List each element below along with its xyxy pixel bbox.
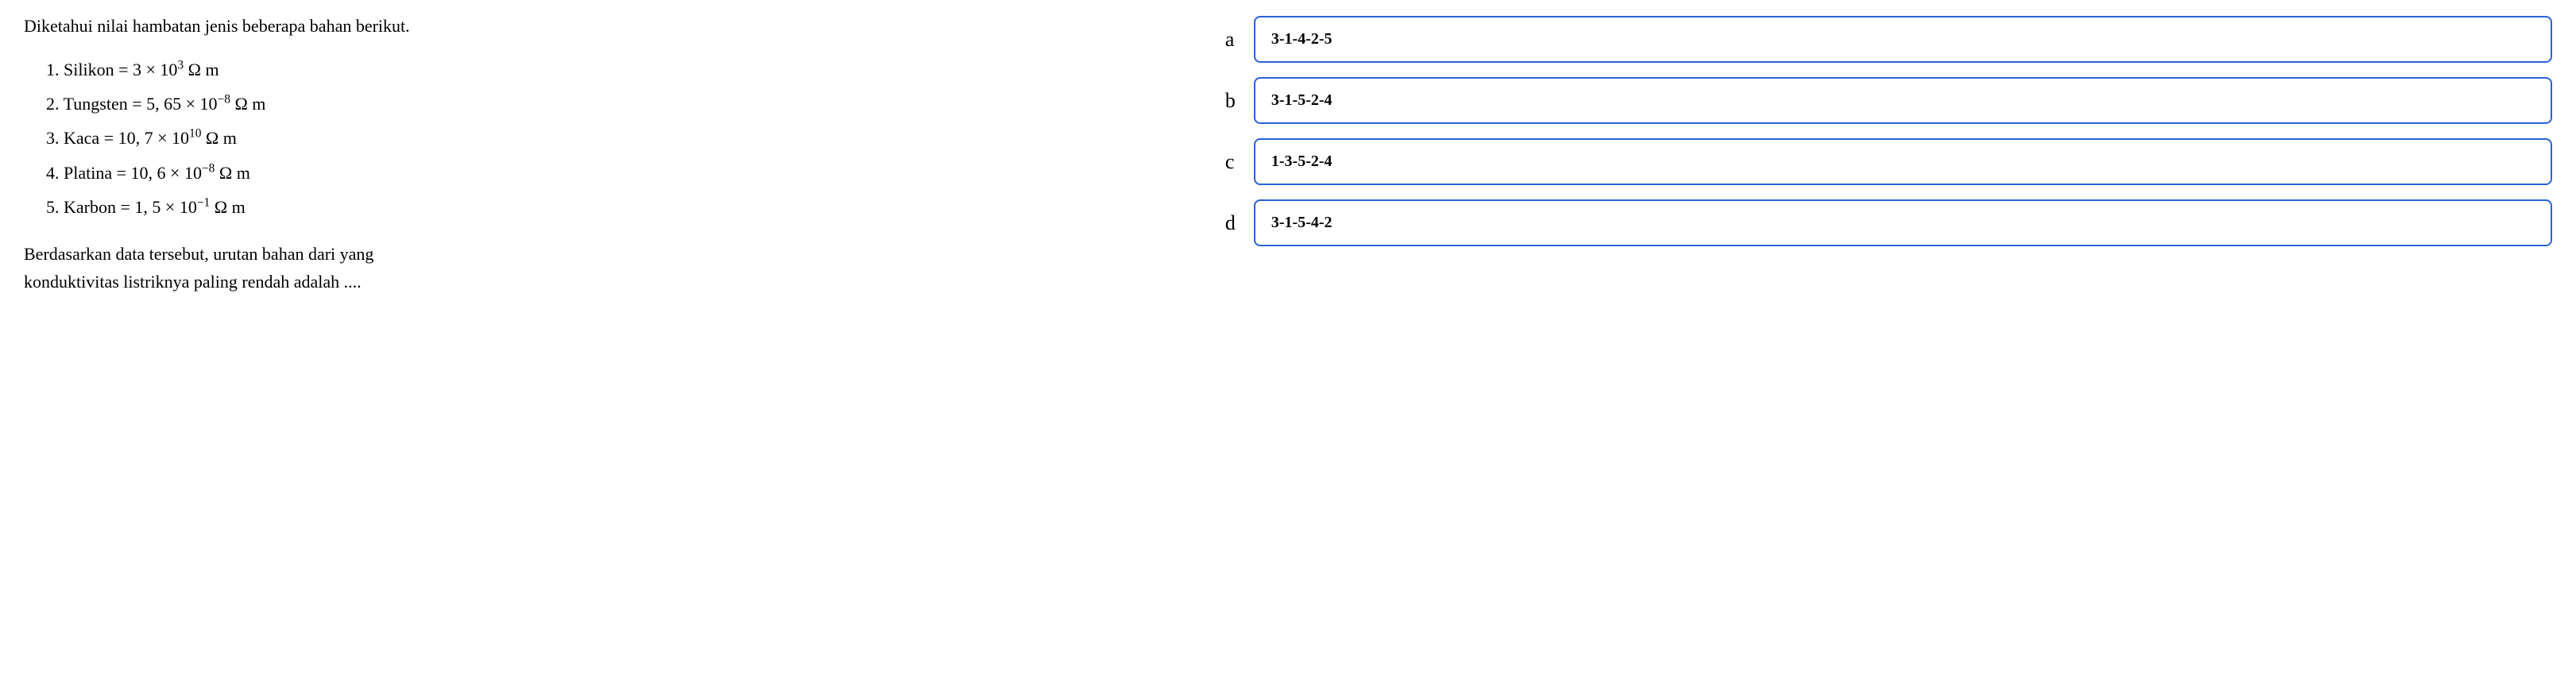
material-coeff: 5, 65 — [146, 94, 181, 114]
option-letter: a — [1225, 28, 1247, 52]
option-box-a[interactable]: 3-1-4-2-5 — [1254, 16, 2552, 63]
question-ending: Berdasarkan data tersebut, urutan bahan … — [24, 240, 1162, 296]
material-item: 4. Platina = 10, 6 × 10−8 Ω m — [46, 159, 1162, 187]
material-num: 1 — [46, 60, 55, 79]
material-exp: −8 — [202, 161, 215, 175]
option-row-d: d 3-1-5-4-2 — [1225, 199, 2552, 246]
option-text: 3-1-5-2-4 — [1271, 91, 1332, 109]
material-exp: 3 — [177, 59, 184, 72]
option-text: 3-1-4-2-5 — [1271, 30, 1332, 48]
question-column: Diketahui nilai hambatan jenis beberapa … — [24, 16, 1162, 296]
material-exp: −8 — [218, 93, 230, 106]
material-coeff: 3 — [133, 60, 141, 79]
option-box-d[interactable]: 3-1-5-4-2 — [1254, 199, 2552, 246]
material-item: 3. Kaca = 10, 7 × 1010 Ω m — [46, 124, 1162, 152]
material-unit: Ω m — [219, 163, 250, 183]
material-num: 3 — [46, 128, 55, 148]
option-letter: b — [1225, 89, 1247, 113]
material-unit: Ω m — [206, 128, 237, 148]
material-unit: Ω m — [188, 60, 219, 79]
option-row-a: a 3-1-4-2-5 — [1225, 16, 2552, 63]
option-box-b[interactable]: 3-1-5-2-4 — [1254, 77, 2552, 124]
material-unit: Ω m — [215, 197, 246, 217]
material-num: 4 — [46, 163, 55, 183]
option-letter: d — [1225, 211, 1247, 235]
material-name: Kaca — [64, 128, 99, 148]
material-coeff: 10, 6 — [131, 163, 166, 183]
option-row-b: b 3-1-5-2-4 — [1225, 77, 2552, 124]
material-name: Silikon — [64, 60, 114, 79]
material-list: 1. Silikon = 3 × 103 Ω m 2. Tungsten = 5… — [24, 56, 1162, 221]
option-text: 1-3-5-2-4 — [1271, 153, 1332, 170]
material-item: 1. Silikon = 3 × 103 Ω m — [46, 56, 1162, 83]
material-coeff: 1, 5 — [134, 197, 161, 217]
material-coeff: 10, 7 — [118, 128, 153, 148]
material-name: Platina — [64, 163, 112, 183]
material-exp: 10 — [189, 127, 201, 141]
material-unit: Ω m — [234, 94, 265, 114]
material-item: 2. Tungsten = 5, 65 × 10−8 Ω m — [46, 90, 1162, 118]
options-column: a 3-1-4-2-5 b 3-1-5-2-4 c 1-3-5-2-4 d 3-… — [1225, 16, 2552, 296]
question-end-line2: konduktivitas listriknya paling rendah a… — [24, 272, 362, 292]
material-num: 5 — [46, 197, 55, 217]
material-item: 5. Karbon = 1, 5 × 10−1 Ω m — [46, 193, 1162, 221]
question-end-line1: Berdasarkan data tersebut, urutan bahan … — [24, 244, 373, 264]
material-exp: −1 — [197, 195, 210, 209]
option-box-c[interactable]: 1-3-5-2-4 — [1254, 138, 2552, 185]
question-intro: Diketahui nilai hambatan jenis beberapa … — [24, 16, 1162, 37]
material-name: Karbon — [64, 197, 116, 217]
option-letter: c — [1225, 150, 1247, 174]
material-name: Tungsten — [64, 94, 128, 114]
material-num: 2 — [46, 94, 55, 114]
option-text: 3-1-5-4-2 — [1271, 214, 1332, 231]
option-row-c: c 1-3-5-2-4 — [1225, 138, 2552, 185]
